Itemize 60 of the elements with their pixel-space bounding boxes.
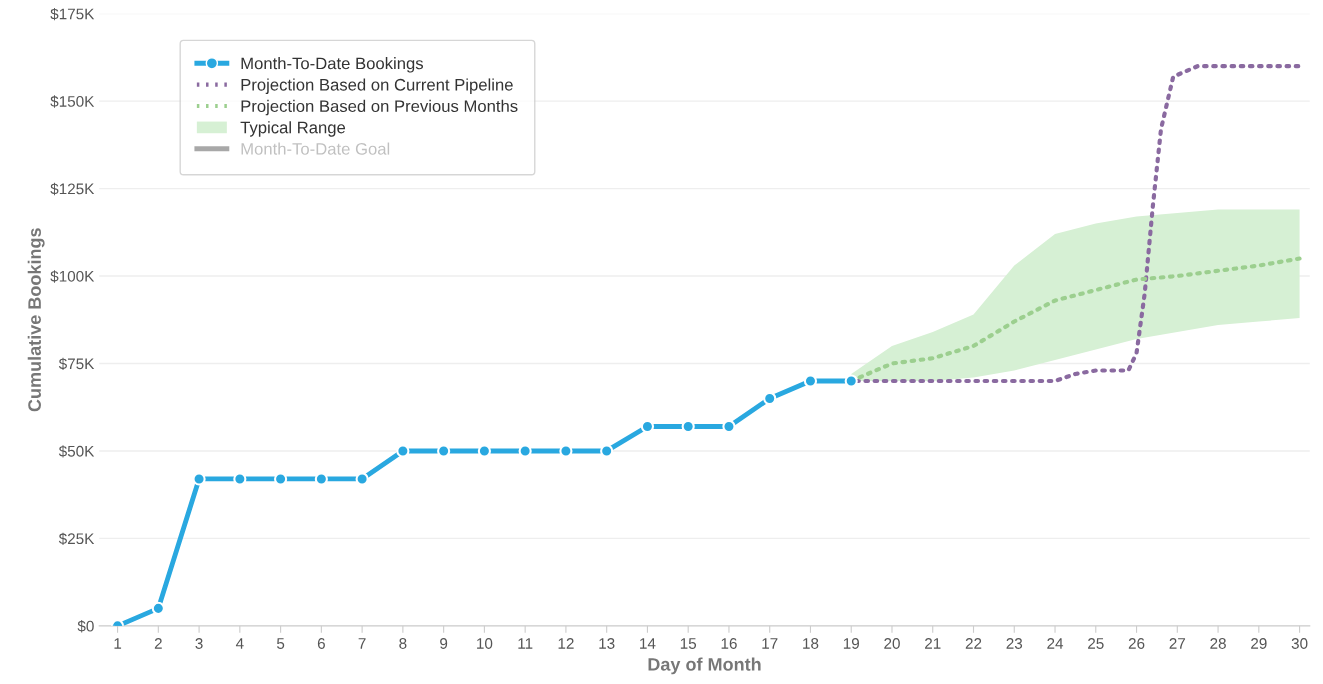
point	[355, 472, 369, 486]
point	[274, 472, 288, 486]
point	[437, 444, 451, 458]
x-tick-label: 24	[1047, 638, 1064, 649]
x-tick-label: 3	[195, 638, 203, 649]
y-tick-label: $150K	[50, 95, 95, 108]
x-tick-label: 21	[925, 638, 941, 649]
x-tick-label: 7	[358, 638, 366, 649]
y-tick-label: $50K	[58, 445, 95, 458]
legend-label: Typical Range	[240, 121, 346, 137]
x-tick-label: 26	[1128, 638, 1145, 649]
y-tick-label: $75K	[58, 357, 95, 371]
legend-label: Projection Based on Current Pipeline	[241, 78, 513, 94]
x-tick-label: 25	[1088, 638, 1104, 649]
point	[396, 444, 410, 458]
y-tick-label: $0	[77, 620, 94, 633]
y-tick-label: $25K	[58, 532, 95, 545]
point	[518, 444, 532, 458]
x-tick-label: 27	[1169, 638, 1186, 649]
legend-label: Month-To-Date Goal	[241, 142, 390, 155]
x-tick-label: 17	[762, 638, 778, 649]
x-tick-label: 22	[965, 638, 982, 649]
x-tick-label: 5	[276, 638, 285, 649]
x-tick-label: 18	[803, 638, 819, 649]
x-tick-label: 1	[114, 638, 122, 649]
x-tick-label: 12	[558, 638, 574, 649]
x-tick-label: 2	[154, 638, 162, 649]
point	[314, 472, 328, 486]
x-tick-label: 19	[843, 638, 859, 649]
x-tick-label: 16	[721, 638, 737, 649]
x-tick-label: 6	[317, 638, 325, 649]
point	[192, 472, 206, 486]
x-tick-label: 9	[440, 638, 448, 649]
x-tick-label: 28	[1210, 638, 1226, 649]
x-tick-label: 13	[599, 638, 615, 649]
point	[559, 444, 573, 458]
x-tick-label: 29	[1251, 638, 1267, 649]
x-tick-label: 4	[235, 638, 244, 649]
point	[763, 391, 777, 406]
x-tick-label: 8	[399, 638, 407, 649]
x-tick-label: 30	[1291, 638, 1308, 649]
point	[600, 444, 614, 458]
point	[803, 374, 818, 388]
legend-label: Month-To-Date Bookings	[241, 57, 424, 73]
y-tick-label: $175K	[50, 7, 95, 21]
point	[844, 374, 858, 388]
x-tick-label: 20	[884, 638, 900, 649]
x-tick-label: 10	[477, 638, 493, 649]
x-tick-label: 23	[1006, 638, 1023, 649]
y-tick-label: $125K	[50, 182, 95, 196]
point	[477, 444, 491, 458]
x-tick-label: 14	[640, 638, 656, 649]
point	[233, 472, 247, 486]
point	[151, 601, 165, 615]
x-axis-title: Day of Month	[648, 657, 761, 675]
x-tick-label: 15	[680, 638, 697, 649]
legend-label: Projection Based on Previous Months	[241, 99, 518, 116]
y-tick-label: $100K	[50, 270, 95, 283]
x-tick-label: 11	[518, 638, 533, 649]
y-axis-title: Cumulative Bookings	[27, 228, 45, 412]
